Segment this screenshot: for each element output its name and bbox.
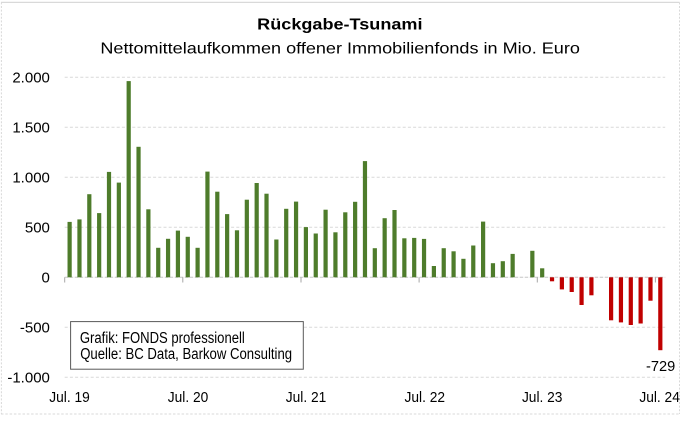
svg-text:Jul. 23: Jul. 23 [522,389,563,406]
svg-text:1.000: 1.000 [12,169,50,186]
svg-text:Quelle: BC Data, Barkow Consul: Quelle: BC Data, Barkow Consulting [80,346,292,363]
svg-text:Jul. 20: Jul. 20 [168,389,209,406]
svg-text:2.000: 2.000 [12,69,50,86]
svg-text:Grafik: FONDS professionell: Grafik: FONDS professionell [80,330,245,347]
svg-text:500: 500 [25,219,50,236]
svg-text:Rückgabe-Tsunami: Rückgabe-Tsunami [257,17,422,34]
svg-text:-500: -500 [20,319,50,336]
svg-text:Jul. 24: Jul. 24 [639,389,680,406]
svg-text:Jul. 21: Jul. 21 [286,389,327,406]
svg-text:Jul. 19: Jul. 19 [49,389,90,406]
svg-text:Jul. 22: Jul. 22 [405,389,446,406]
svg-text:0: 0 [42,269,50,286]
svg-text:1.500: 1.500 [12,119,50,136]
svg-text:Nettomittelaufkommen offener I: Nettomittelaufkommen offener Immobilienf… [100,41,580,58]
svg-text:-1.000: -1.000 [7,369,50,386]
svg-text:-729: -729 [646,359,675,375]
